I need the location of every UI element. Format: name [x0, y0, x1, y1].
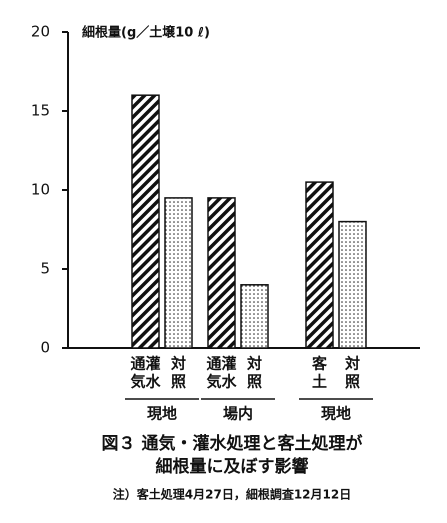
- bar: [164, 197, 193, 349]
- note: 注）客土処理4月27日，細根調査12月12日: [113, 487, 351, 502]
- bar: [207, 197, 236, 349]
- category-label: 気水: [130, 373, 161, 391]
- bar: [131, 94, 160, 349]
- group-label: 現地: [147, 405, 177, 423]
- y-tick-label: 20: [31, 23, 50, 41]
- group-label: 場内: [223, 405, 253, 423]
- bar: [305, 181, 334, 349]
- category-label: 対: [246, 355, 262, 373]
- category-label: 照: [171, 373, 186, 391]
- y-tick-label: 0: [40, 339, 50, 357]
- category-label: 対: [170, 355, 186, 373]
- category-label: 通灌: [130, 355, 160, 373]
- title-line: 細根量に及ぼす影響: [156, 456, 309, 477]
- category-label: 通灌: [206, 355, 236, 373]
- category-label: 照: [247, 373, 262, 391]
- bar: [240, 284, 269, 349]
- y-tick-label: 5: [40, 260, 50, 278]
- category-label: 照: [345, 373, 360, 391]
- category-label: 対: [344, 355, 360, 373]
- bar: [338, 220, 367, 349]
- y-tick-label: 10: [31, 181, 50, 199]
- category-label: 客: [311, 355, 328, 373]
- y-tick-label: 15: [31, 102, 50, 120]
- category-label: 土: [312, 373, 327, 391]
- group-label: 現地: [321, 405, 351, 423]
- category-label: 気水: [206, 373, 237, 391]
- title-line: 図３ 通気・灌水処理と客土処理が: [102, 433, 363, 454]
- y-axis-label: 細根量(g／土壌10 ℓ): [82, 25, 210, 41]
